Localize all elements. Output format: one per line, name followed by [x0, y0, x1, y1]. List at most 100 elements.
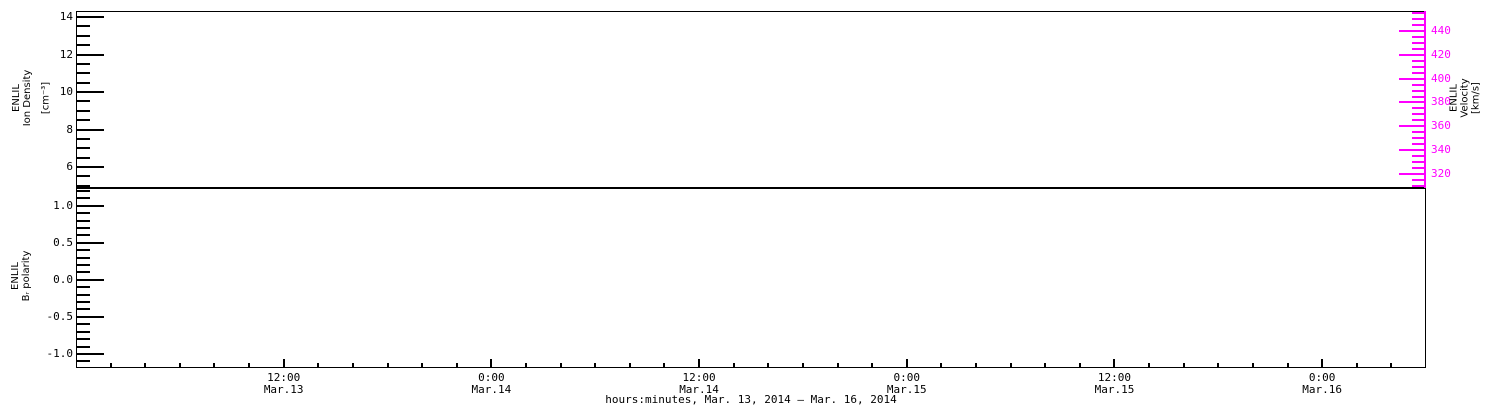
velocity-minor-tick [1412, 178, 1424, 181]
velocity-tick-label: 340 [1431, 142, 1451, 156]
y-minor-tick [77, 197, 90, 200]
x-tick-label: 0:00 Mar.15 [886, 371, 927, 396]
velocity-minor-tick [1412, 83, 1424, 86]
y-tick-label: 0.0 [53, 272, 73, 286]
y-minor-tick [77, 256, 90, 259]
velocity-minor-tick [1412, 113, 1424, 116]
x-minor-tick [317, 363, 320, 367]
x-major-tick [490, 359, 493, 367]
x-minor-tick [248, 363, 251, 367]
velocity-axis-line [1424, 11, 1426, 188]
x-minor-tick [1182, 363, 1185, 367]
y-minor-tick [77, 227, 90, 229]
velocity-minor-tick [1412, 131, 1424, 134]
y-major-tick [77, 204, 104, 207]
y-minor-tick [77, 323, 90, 326]
velocity-minor-tick [1412, 143, 1424, 146]
y-tick-label: 0.5 [53, 235, 73, 249]
y-tick-label: -1.0 [46, 346, 74, 360]
x-major-tick [1113, 359, 1116, 367]
y-minor-tick [77, 72, 90, 75]
velocity-minor-tick [1412, 24, 1424, 27]
x-minor-tick [1078, 363, 1081, 367]
x-minor-tick [1009, 363, 1012, 367]
velocity-major-tick [1399, 30, 1424, 33]
x-major-tick [282, 359, 285, 367]
y-minor-tick [77, 249, 90, 252]
x-major-tick [1321, 359, 1324, 367]
x-minor-tick [940, 363, 943, 367]
y-major-tick [77, 128, 104, 131]
velocity-minor-tick [1412, 65, 1424, 68]
x-minor-tick [178, 363, 181, 367]
y-minor-tick [77, 271, 90, 274]
y-minor-tick [77, 330, 90, 333]
x-minor-tick [144, 363, 147, 367]
velocity-minor-tick [1412, 107, 1424, 110]
velocity-minor-tick [1412, 89, 1424, 92]
x-minor-tick [213, 363, 216, 367]
x-tick-label: 12:00 Mar.14 [679, 371, 719, 396]
velocity-major-tick [1399, 77, 1424, 80]
y-minor-tick [77, 109, 90, 112]
y-major-tick [77, 91, 104, 93]
ion-density-axis-title: ENLIL Ion Density [11, 69, 33, 127]
velocity-major-tick [1399, 148, 1424, 151]
velocity-tick-label: 420 [1431, 47, 1451, 61]
x-minor-tick [1355, 363, 1358, 367]
velocity-axis-title: ENLIL Velocity [km/s] [1448, 78, 1482, 118]
x-tick-label: 0:00 Mar.14 [471, 371, 512, 396]
y-major-tick [77, 53, 104, 56]
y-minor-tick [77, 44, 90, 47]
y-minor-tick [77, 338, 90, 341]
x-major-tick [905, 359, 908, 367]
velocity-tick-label: 400 [1431, 71, 1451, 85]
y-minor-tick [77, 219, 90, 222]
velocity-tick-label: 440 [1431, 24, 1451, 38]
velocity-major-tick [1399, 53, 1424, 56]
y-major-tick [77, 241, 104, 244]
x-minor-tick [559, 363, 562, 367]
velocity-minor-tick [1412, 71, 1424, 74]
y-tick-label: 1.0 [53, 198, 73, 212]
velocity-minor-tick [1412, 137, 1424, 140]
x-tick-label: 12:00 Mar.15 [1094, 371, 1135, 396]
x-minor-tick [421, 363, 424, 367]
y-major-tick [77, 16, 104, 18]
velocity-minor-tick [1412, 95, 1424, 98]
y-minor-tick [77, 137, 90, 140]
x-tick-label: 12:00 Mar.13 [263, 371, 304, 396]
y-minor-tick [77, 301, 90, 304]
y-tick-label: 8 [66, 122, 73, 136]
y-tick-label: 10 [59, 85, 73, 98]
velocity-minor-tick [1412, 119, 1424, 122]
y-major-tick [77, 278, 104, 281]
y-minor-tick [77, 119, 90, 122]
x-minor-tick [871, 363, 874, 367]
x-minor-tick [836, 363, 839, 367]
y-minor-tick [77, 286, 90, 289]
x-minor-tick [1044, 363, 1047, 367]
velocity-minor-tick [1412, 184, 1424, 187]
x-minor-tick [594, 363, 597, 367]
x-minor-tick [975, 363, 977, 367]
velocity-minor-tick [1412, 154, 1424, 157]
y-minor-tick [77, 345, 90, 348]
y-minor-tick [77, 184, 90, 187]
y-tick-label: 14 [59, 10, 73, 23]
velocity-minor-tick [1412, 42, 1424, 45]
y-minor-tick [77, 360, 90, 363]
velocity-tick-label: 380 [1431, 95, 1451, 109]
x-minor-tick [386, 363, 389, 367]
velocity-minor-tick [1412, 160, 1424, 163]
x-minor-tick [1217, 363, 1220, 367]
x-minor-tick [801, 363, 804, 367]
y-minor-tick [77, 175, 90, 178]
velocity-major-tick [1399, 172, 1424, 175]
velocity-minor-tick [1412, 59, 1424, 62]
y-minor-tick [77, 308, 90, 311]
y-major-tick [77, 315, 104, 318]
x-tick-label: 0:00 Mar.16 [1302, 371, 1343, 396]
b-polarity-axis-title: ENLIL Bᵣ polarity [10, 250, 32, 302]
